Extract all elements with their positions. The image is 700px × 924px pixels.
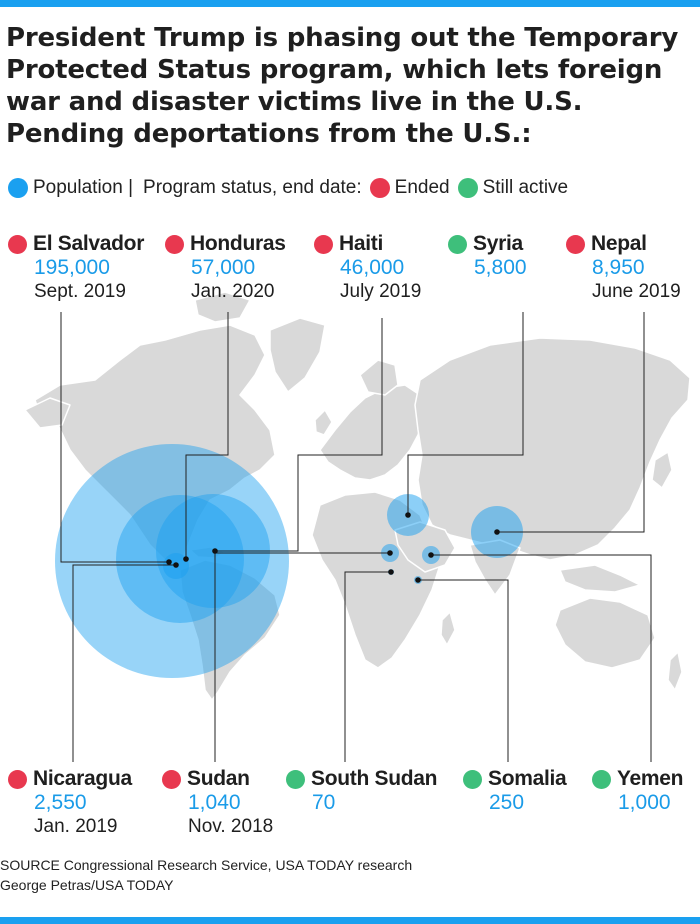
landmass-south-america xyxy=(179,559,281,701)
country-name: Nicaragua xyxy=(33,767,132,790)
ended-status-dot xyxy=(314,234,333,254)
country-name: Syria xyxy=(473,232,523,255)
ended-status-dot xyxy=(8,234,27,254)
nepal-location-dot xyxy=(494,529,500,535)
ended-legend-dot xyxy=(369,178,390,198)
footer: SOURCE Congressional Research Service, U… xyxy=(0,855,412,895)
country-yemen: Yemen 1,000 xyxy=(592,767,700,815)
yemen-leader-line xyxy=(431,554,652,762)
country-population: 195,000 xyxy=(34,256,110,279)
bottom-accent-bar xyxy=(0,917,700,924)
south-sudan-location-dot xyxy=(388,569,394,575)
honduras-leader-line xyxy=(185,312,229,559)
population-legend-dot xyxy=(8,178,28,198)
country-name: Nepal xyxy=(591,232,647,255)
top-accent-bar xyxy=(0,0,700,7)
nicaragua-leader-line xyxy=(72,564,176,762)
legend-ended-label: Ended xyxy=(394,177,450,198)
nepal-leader-line xyxy=(497,312,645,533)
country-population: 1,040 xyxy=(188,791,241,814)
country-population: 8,950 xyxy=(592,256,645,279)
haiti-location-dot xyxy=(212,548,218,554)
yemen-location-dot xyxy=(428,552,434,558)
country-honduras: Honduras 57,000 Jan. 2020 xyxy=(165,232,325,304)
legend-population-label: Population | xyxy=(33,177,134,198)
syria-leader-line xyxy=(407,312,524,515)
country-syria: Syria 5,800 xyxy=(448,232,608,280)
south-sudan-leader-line xyxy=(344,571,391,762)
ended-status-dot xyxy=(162,769,181,789)
landmass-europe xyxy=(319,384,426,481)
landmass-greenland xyxy=(269,317,326,393)
landmass-british-isles xyxy=(314,409,333,436)
haiti-leader-line xyxy=(215,318,383,552)
country-haiti: Haiti 46,000 July 2019 xyxy=(314,232,474,304)
country-population: 57,000 xyxy=(191,256,256,279)
country-name: Haiti xyxy=(339,232,384,255)
country-end-date: June 2019 xyxy=(592,281,681,302)
country-end-date: Sept. 2019 xyxy=(34,281,126,302)
country-population: 2,550 xyxy=(34,791,87,814)
el-salvador-leader-line xyxy=(60,312,169,563)
credit-note: George Petras/USA TODAY xyxy=(0,877,174,893)
somalia-location-dot xyxy=(415,577,421,583)
landmass-asia xyxy=(414,337,691,561)
country-name: El Salvador xyxy=(33,232,145,255)
nicaragua-location-dot xyxy=(173,562,179,568)
landmass-japan xyxy=(651,451,673,489)
landmass-north-america xyxy=(34,324,276,566)
honduras-location-dot xyxy=(183,556,189,562)
legend-status-label: Program status, end date: xyxy=(143,177,362,198)
ended-status-dot xyxy=(566,234,585,254)
active-status-dot xyxy=(592,769,611,789)
country-end-date: Jan. 2020 xyxy=(191,281,275,302)
country-south-sudan: South Sudan 70 xyxy=(286,767,456,815)
country-population: 46,000 xyxy=(340,256,405,279)
legend-active-label: Still active xyxy=(482,177,569,198)
country-name: Sudan xyxy=(187,767,250,790)
landmass-australia xyxy=(554,597,656,669)
country-end-date: Nov. 2018 xyxy=(188,816,274,837)
country-nepal: Nepal 8,950 June 2019 xyxy=(566,232,700,304)
legend: Population | Program status, end date: E… xyxy=(8,176,568,200)
country-population: 250 xyxy=(489,791,525,814)
source-note: SOURCE Congressional Research Service, U… xyxy=(0,857,413,873)
country-nicaragua: Nicaragua 2,550 Jan. 2019 xyxy=(8,767,168,839)
landmass-scandinavia xyxy=(359,359,399,396)
country-end-date: Jan. 2019 xyxy=(34,816,118,837)
active-status-dot xyxy=(286,769,305,789)
landmass-north-america-islands xyxy=(194,291,251,323)
country-somalia: Somalia 250 xyxy=(463,767,623,815)
location-dots xyxy=(166,512,500,583)
landmass-alaska xyxy=(24,397,71,429)
ended-status-dot xyxy=(165,234,184,254)
country-sudan: Sudan 1,040 Nov. 2018 xyxy=(162,767,322,839)
country-name: Yemen xyxy=(617,767,684,790)
landmasses xyxy=(24,291,691,701)
active-status-dot xyxy=(448,234,467,254)
active-status-dot xyxy=(463,769,482,789)
active-legend-dot xyxy=(457,178,478,198)
ended-status-dot xyxy=(8,769,27,789)
page-title: President Trump is phasing out the Tempo… xyxy=(6,23,679,149)
country-name: South Sudan xyxy=(311,767,438,790)
country-name: Somalia xyxy=(488,767,567,790)
landmass-new-zealand xyxy=(667,651,683,691)
country-population: 5,800 xyxy=(474,256,527,279)
sudan-location-dot xyxy=(387,550,393,556)
country-el-salvador: El Salvador 195,000 Sept. 2019 xyxy=(8,232,168,304)
el-salvador-location-dot xyxy=(166,559,172,565)
landmass-madagascar xyxy=(440,611,456,646)
syria-location-dot xyxy=(405,512,411,518)
country-population: 70 xyxy=(312,791,336,814)
somalia-leader-line xyxy=(418,579,509,762)
country-population: 1,000 xyxy=(618,791,671,814)
country-name: Honduras xyxy=(190,232,286,255)
landmass-southeast-asia-islands xyxy=(559,564,641,593)
country-end-date: July 2019 xyxy=(340,281,422,302)
